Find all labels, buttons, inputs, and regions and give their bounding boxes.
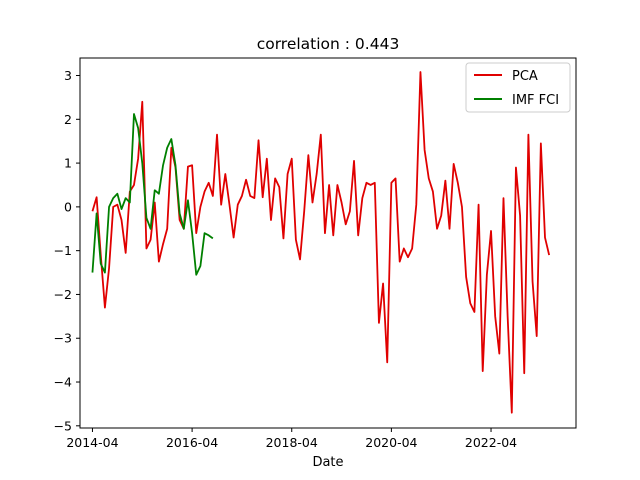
chart-title: correlation : 0.443: [257, 35, 400, 53]
legend-label-imf-fci: IMF FCI: [512, 93, 559, 108]
series-layer: [91, 71, 551, 414]
y-tick-label: −3: [54, 331, 72, 346]
x-tick-label: 2018-04: [266, 435, 318, 450]
legend: PCA IMF FCI: [465, 62, 571, 113]
x-tick-label: 2022-04: [465, 435, 517, 450]
legend-label-pca: PCA: [512, 69, 538, 84]
y-tick-label: −2: [54, 287, 72, 302]
plot-frame: [79, 57, 577, 429]
y-tick-label: −5: [54, 418, 72, 433]
x-tick-label: 2016-04: [166, 435, 218, 450]
x-tick-label: 2020-04: [365, 435, 417, 450]
y-axis: 3 2 1 0 −1 −2 −3 −4 −5: [54, 68, 80, 433]
series-line-pca: [91, 71, 551, 414]
x-tick-label: 2014-04: [66, 435, 118, 450]
y-tick-label: 3: [64, 68, 72, 83]
y-tick-label: 2: [64, 112, 72, 127]
y-tick-label: −4: [54, 375, 72, 390]
y-tick-label: 0: [64, 199, 72, 214]
series-line-imf-fci: [91, 113, 214, 276]
y-tick-label: 1: [64, 156, 72, 171]
x-axis: 2014-04 2016-04 2018-04 2020-04 2022-04: [66, 428, 517, 450]
y-tick-label: −1: [54, 243, 72, 258]
x-axis-label: Date: [312, 455, 343, 470]
